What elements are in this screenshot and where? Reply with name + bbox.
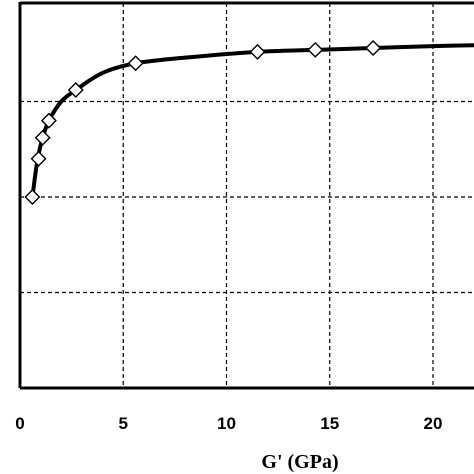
- data-point-3: [40, 112, 57, 129]
- grid: [20, 3, 474, 388]
- x-tick-label-15: 15: [320, 414, 339, 433]
- x-axis-label: G' (GPa): [261, 451, 338, 473]
- plot-background: [20, 2, 474, 388]
- data-point-2: [34, 129, 51, 146]
- x-tick-label-0: 0: [15, 414, 24, 433]
- data-point-8: [365, 40, 382, 57]
- series-curve: [30, 43, 474, 199]
- data-point-5: [127, 55, 144, 72]
- series-markers: [24, 40, 382, 205]
- data-point-7: [307, 41, 324, 58]
- data-point-0: [24, 189, 41, 205]
- x-tick-label-20: 20: [424, 414, 443, 433]
- x-tick-label-5: 5: [119, 414, 128, 433]
- x-tick-labels: 0 5 10 15 20: [15, 414, 442, 433]
- data-point-1: [30, 150, 47, 167]
- data-point-4: [67, 82, 84, 99]
- data-point-6: [249, 43, 266, 60]
- x-tick-label-10: 10: [217, 414, 236, 433]
